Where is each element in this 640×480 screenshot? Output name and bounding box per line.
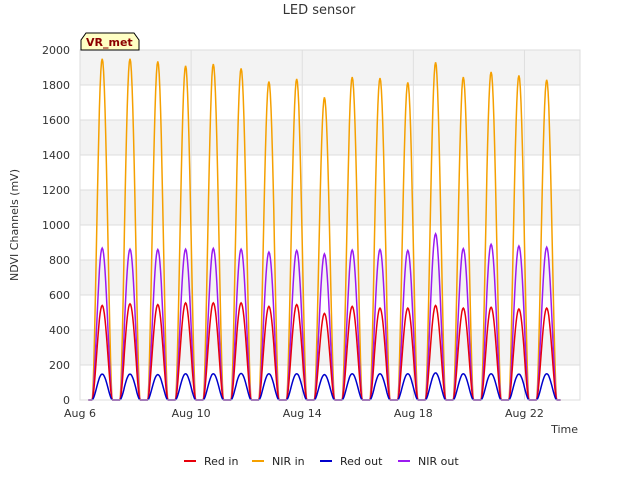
x-tick-label: Aug 14: [283, 407, 322, 420]
badge: VR_met: [80, 32, 140, 51]
y-axis-ticks: 0 200 400 600 800 1000 1200 1400 1600 1800 2000: [42, 44, 70, 407]
series-line-red-out: [88, 372, 561, 401]
y-tick-label: 1800: [42, 79, 70, 92]
y-tick-label: 1400: [42, 149, 70, 162]
y-tick-label: 1000: [42, 219, 70, 232]
x-tick-label: Aug 18: [394, 407, 433, 420]
legend-label: Red out: [340, 455, 383, 468]
x-tick-label: Aug 22: [505, 407, 544, 420]
legend: Red in NIR in Red out NIR out: [184, 455, 459, 468]
x-axis-title: Time: [550, 423, 578, 436]
y-tick-label: 2000: [42, 44, 70, 57]
x-tick-label: Aug 6: [64, 407, 96, 420]
y-tick-label: 400: [49, 324, 70, 337]
legend-label: Red in: [204, 455, 238, 468]
y-tick-label: 0: [63, 394, 70, 407]
y-axis-title: NDVI Channels (mV): [8, 169, 21, 281]
y-tick-label: 600: [49, 289, 70, 302]
series-line-red-in: [88, 301, 561, 401]
y-tick-label: 1600: [42, 114, 70, 127]
y-tick-label: 200: [49, 359, 70, 372]
plot-frame: [79, 49, 581, 401]
legend-label: NIR in: [272, 455, 305, 468]
badge-shape: [80, 32, 140, 51]
series-layer: [88, 58, 561, 401]
y-tick-label: 800: [49, 254, 70, 267]
legend-label: NIR out: [418, 455, 459, 468]
chart-title: LED sensor: [283, 3, 356, 18]
y-tick-label: 1200: [42, 184, 70, 197]
badge-label: VR_met: [86, 36, 133, 49]
x-axis-ticks: Aug 6 Aug 10 Aug 14 Aug 18 Aug 22: [64, 407, 544, 420]
x-tick-label: Aug 10: [172, 407, 211, 420]
plot-band: [80, 120, 580, 155]
plot-band: [80, 50, 580, 85]
